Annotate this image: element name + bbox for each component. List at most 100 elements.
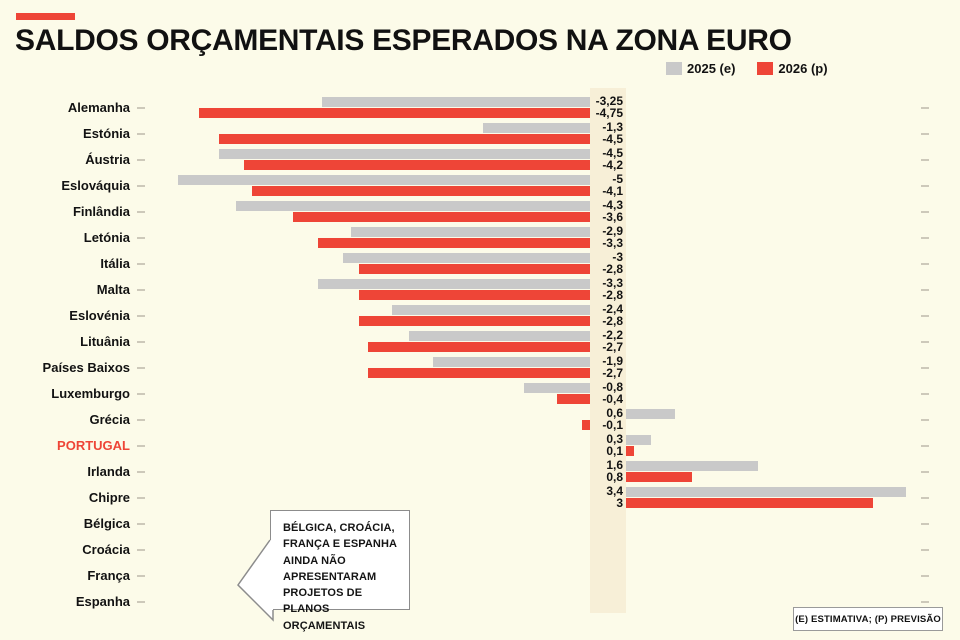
country-label-8: Eslovénia: [69, 307, 130, 323]
annotation-arrow-icon: [237, 539, 274, 622]
bar-2026-14: [626, 472, 692, 482]
zero-axis-band: [590, 88, 626, 613]
accent-bar: [16, 13, 75, 20]
axis-tick-left-16: [137, 522, 145, 525]
footnote-text: (E) ESTIMATIVA; (P) PREVISÃO: [795, 613, 941, 625]
axis-tick-right-3: [921, 184, 929, 187]
value-label-2025-6: -3: [612, 250, 623, 264]
axis-tick-left-0: [137, 106, 145, 109]
value-label-2026-12: -0,1: [602, 418, 623, 432]
axis-tick-left-2: [137, 158, 145, 161]
legend-swatch-2025: [666, 62, 682, 75]
axis-tick-right-0: [921, 106, 929, 109]
value-label-2025-7: -3,3: [602, 276, 623, 290]
bar-2025-0: [322, 97, 590, 107]
value-label-2026-7: -2,8: [602, 288, 623, 302]
bar-2025-13: [626, 435, 651, 445]
axis-tick-right-19: [921, 600, 929, 603]
value-label-2025-13: 0,3: [606, 432, 623, 446]
axis-tick-left-9: [137, 340, 145, 343]
axis-tick-left-10: [137, 366, 145, 369]
value-label-2025-1: -1,3: [602, 120, 623, 134]
value-label-2025-12: 0,6: [606, 406, 623, 420]
axis-tick-right-16: [921, 522, 929, 525]
bar-2026-12: [581, 420, 590, 430]
bar-2025-11: [524, 383, 590, 393]
country-label-17: Croácia: [82, 541, 130, 557]
axis-tick-left-19: [137, 600, 145, 603]
axis-tick-left-13: [137, 444, 145, 447]
bar-2025-6: [342, 253, 590, 263]
value-label-2026-13: 0,1: [606, 444, 623, 458]
legend-label-2025: 2025 (e): [687, 61, 736, 76]
bar-2026-3: [252, 186, 590, 196]
legend-item-2025: 2025 (e): [666, 61, 735, 76]
value-label-2026-8: -2,8: [602, 314, 623, 328]
country-label-0: Alemanha: [67, 99, 130, 115]
bar-2026-5: [318, 238, 590, 248]
value-label-2025-10: -1,9: [602, 354, 623, 368]
bar-2025-15: [626, 487, 907, 497]
bar-2026-4: [293, 212, 590, 222]
axis-tick-right-11: [921, 392, 929, 395]
axis-tick-right-7: [921, 288, 929, 291]
axis-tick-right-13: [921, 444, 929, 447]
value-label-2026-11: -0,4: [602, 392, 623, 406]
bar-2026-10: [367, 368, 590, 378]
axis-tick-right-9: [921, 340, 929, 343]
bar-2026-13: [626, 446, 635, 456]
bar-2026-11: [557, 394, 590, 404]
value-label-2026-14: 0,8: [606, 470, 623, 484]
value-label-2025-3: -5: [612, 172, 623, 186]
bar-2025-4: [235, 201, 590, 211]
country-label-6: Itália: [100, 255, 130, 271]
axis-tick-left-7: [137, 288, 145, 291]
country-label-10: Países Baixos: [42, 359, 130, 375]
annotation-text: BÉLGICA, CROÁCIA, FRANÇA E ESPANHA AINDA…: [283, 522, 397, 632]
country-label-3: Eslováquia: [61, 177, 130, 193]
axis-tick-right-6: [921, 262, 929, 265]
axis-tick-right-14: [921, 470, 929, 473]
axis-tick-left-17: [137, 548, 145, 551]
legend: 2025 (e) 2026 (p): [666, 61, 828, 76]
value-label-2026-10: -2,7: [602, 366, 623, 380]
axis-tick-left-12: [137, 418, 145, 421]
bar-2025-1: [482, 123, 590, 133]
axis-tick-right-8: [921, 314, 929, 317]
bar-2025-2: [219, 149, 590, 159]
bar-2025-5: [351, 227, 590, 237]
value-label-2026-4: -3,6: [602, 210, 623, 224]
bar-2025-14: [626, 461, 758, 471]
country-label-19: Espanha: [75, 593, 130, 609]
axis-tick-right-10: [921, 366, 929, 369]
value-label-2025-5: -2,9: [602, 224, 623, 238]
axis-tick-left-6: [137, 262, 145, 265]
country-label-9: Lituânia: [80, 333, 130, 349]
axis-tick-left-5: [137, 236, 145, 239]
value-label-2026-3: -4,1: [602, 184, 623, 198]
bar-2025-7: [318, 279, 590, 289]
value-label-2025-14: 1,6: [606, 458, 623, 472]
value-label-2026-6: -2,8: [602, 262, 623, 276]
footnote-box: (E) ESTIMATIVA; (P) PREVISÃO: [793, 607, 943, 631]
axis-tick-right-2: [921, 158, 929, 161]
country-label-13: PORTUGAL: [57, 437, 130, 453]
axis-tick-left-15: [137, 496, 145, 499]
axis-tick-right-15: [921, 496, 929, 499]
value-label-2026-15: 3: [616, 496, 623, 510]
country-label-11: Luxemburgo: [51, 385, 130, 401]
country-label-1: Estónia: [83, 125, 130, 141]
axis-tick-right-17: [921, 548, 929, 551]
bar-2025-9: [408, 331, 590, 341]
bar-2026-0: [198, 108, 590, 118]
bar-2026-7: [359, 290, 590, 300]
axis-tick-right-18: [921, 574, 929, 577]
annotation-bubble: BÉLGICA, CROÁCIA, FRANÇA E ESPANHA AINDA…: [270, 510, 410, 632]
axis-tick-left-8: [137, 314, 145, 317]
bar-2026-6: [359, 264, 590, 274]
country-label-14: Irlanda: [87, 463, 130, 479]
page-title: SALDOS ORÇAMENTAIS ESPERADOS NA ZONA EUR…: [15, 24, 792, 57]
bar-2026-9: [367, 342, 590, 352]
country-label-7: Malta: [96, 281, 130, 297]
